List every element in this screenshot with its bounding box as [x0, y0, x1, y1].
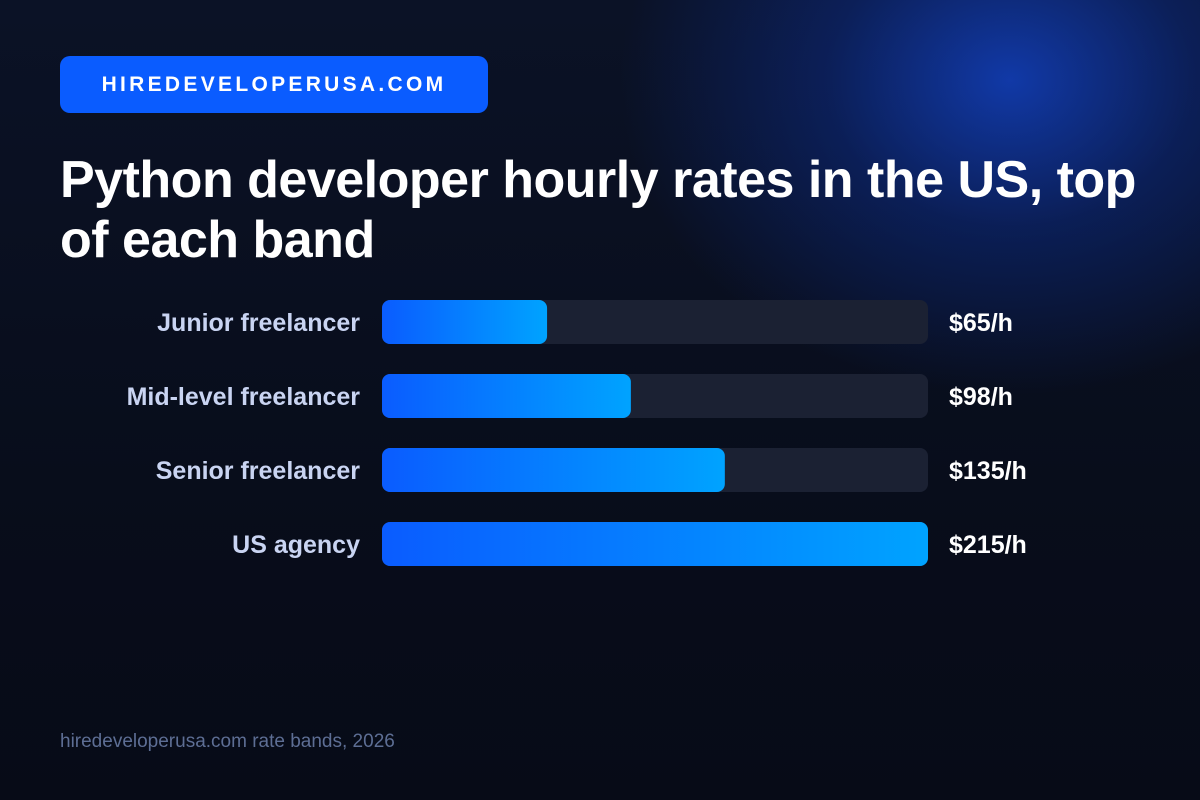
- brand-badge: HIREDEVELOPERUSA.COM: [60, 56, 488, 113]
- category-label: Junior freelancer: [157, 309, 360, 337]
- category-label: Senior freelancer: [156, 457, 361, 485]
- bar: [382, 300, 548, 344]
- value-label: $135/h: [949, 457, 1027, 485]
- value-label: $65/h: [949, 309, 1013, 337]
- value-label: $215/h: [949, 531, 1027, 559]
- brand-label: HIREDEVELOPERUSA.COM: [101, 72, 447, 96]
- chart-title: Python developer hourly rates in the US,…: [60, 151, 1136, 269]
- bar: [382, 522, 928, 566]
- bar: [382, 448, 725, 492]
- source-note: hiredeveloperusa.com rate bands, 2026: [60, 731, 395, 752]
- category-label: Mid-level freelancer: [127, 383, 361, 411]
- category-label: US agency: [232, 531, 360, 559]
- bar: [382, 374, 631, 418]
- value-label: $98/h: [949, 383, 1013, 411]
